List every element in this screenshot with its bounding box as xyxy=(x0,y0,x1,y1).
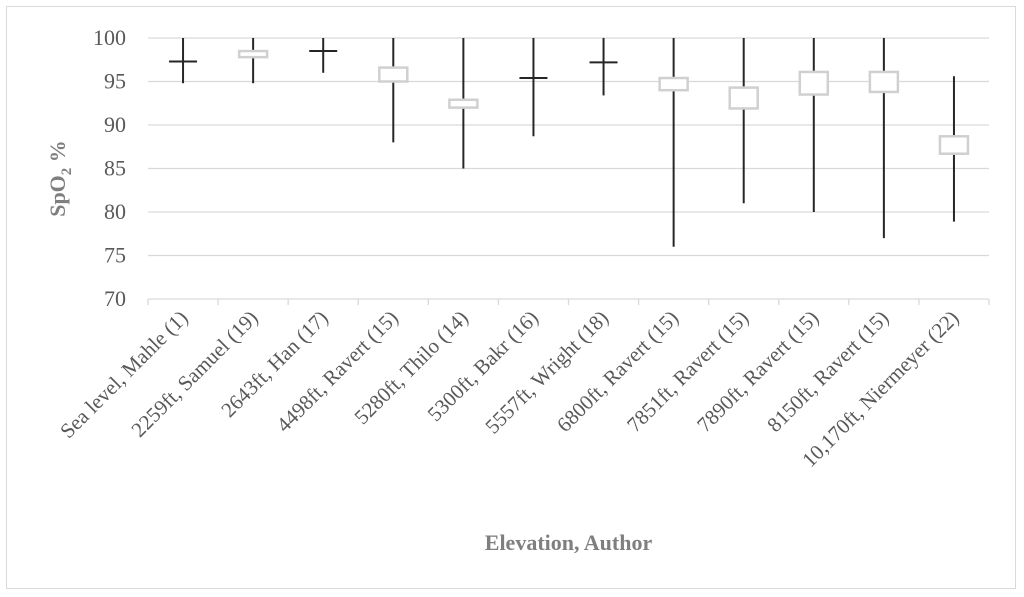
x-axis-title: Elevation, Author xyxy=(485,530,653,555)
box xyxy=(658,76,689,92)
chart-frame: 70 75 80 85 90 95 100 Sea level, Mahle (1) 2259… xyxy=(6,6,1016,589)
category-label: 7851ft, Ravert (15) xyxy=(622,306,753,437)
category-label: 7890ft, Ravert (15) xyxy=(692,306,823,437)
data-marks xyxy=(169,38,970,247)
y-axis-title: SpO2 % xyxy=(45,140,75,217)
y-tick-label: 90 xyxy=(104,112,126,137)
y-axis-title-main: SpO xyxy=(45,175,70,217)
box xyxy=(938,135,970,155)
box-chart: 70 75 80 85 90 95 100 Sea level, Mahle (1)2259… xyxy=(45,25,990,555)
y-axis-title-suffix: % xyxy=(45,140,70,168)
category-label: 6800ft, Ravert (15) xyxy=(552,306,683,437)
category-label: 8150ft, Ravert (15) xyxy=(762,306,893,437)
y-tick-label: 95 xyxy=(104,69,126,94)
box xyxy=(728,86,759,110)
box xyxy=(378,66,409,83)
category-labels: Sea level, Mahle (1)2259ft, Samuel (19)2… xyxy=(55,306,963,472)
y-tick-label: 75 xyxy=(104,243,126,268)
category-label: 2259ft, Samuel (19) xyxy=(126,306,262,442)
y-tick-label: 80 xyxy=(104,199,126,224)
y-axis-title-subscript: 2 xyxy=(59,168,75,176)
y-tick-label: 70 xyxy=(104,286,126,311)
category-label: 5557ft, Wright (18) xyxy=(480,306,613,439)
y-tick-label: 85 xyxy=(104,156,126,181)
category-label: 4498ft, Ravert (15) xyxy=(272,306,403,437)
box xyxy=(237,49,269,59)
box xyxy=(798,70,830,96)
box xyxy=(448,98,479,109)
y-tick-labels: 70 75 80 85 90 95 100 xyxy=(93,25,126,311)
gridlines xyxy=(147,37,990,305)
box xyxy=(868,70,900,94)
category-label: Sea level, Mahle (1) xyxy=(55,306,192,443)
y-tick-label: 100 xyxy=(93,25,126,50)
